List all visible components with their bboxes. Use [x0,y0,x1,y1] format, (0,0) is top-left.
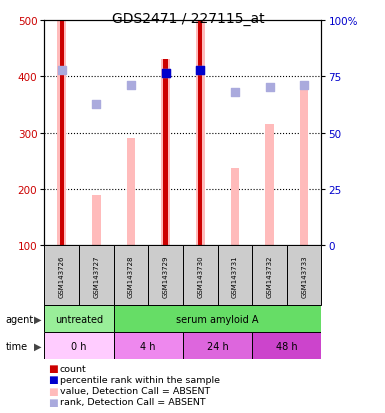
Text: agent: agent [6,314,34,324]
Text: ■: ■ [48,386,58,396]
FancyBboxPatch shape [148,246,183,306]
Point [301,82,307,89]
Bar [164,60,167,246]
FancyBboxPatch shape [79,246,114,306]
Text: time: time [6,341,28,351]
Bar [231,169,239,246]
Text: 24 h: 24 h [207,341,228,351]
Bar [265,125,274,246]
Point [162,71,169,77]
Bar [57,21,66,246]
Bar [161,60,170,246]
Text: GSM143728: GSM143728 [128,254,134,297]
Text: 0 h: 0 h [71,341,87,351]
Point [197,68,203,75]
Bar [60,21,64,246]
Text: ▶: ▶ [34,341,42,351]
Text: GSM143727: GSM143727 [93,254,99,297]
FancyBboxPatch shape [44,246,79,306]
Point [197,68,203,75]
Text: GSM143732: GSM143732 [266,254,273,297]
Point [232,89,238,96]
Text: count: count [60,364,86,373]
Text: 48 h: 48 h [276,341,298,351]
FancyBboxPatch shape [114,332,183,359]
FancyBboxPatch shape [44,306,114,332]
Text: GSM143733: GSM143733 [301,254,307,297]
Point [93,102,99,108]
Text: GSM143731: GSM143731 [232,254,238,297]
Text: GSM143730: GSM143730 [197,254,203,297]
FancyBboxPatch shape [114,306,321,332]
FancyBboxPatch shape [287,246,321,306]
Bar [196,21,204,246]
Text: ■: ■ [48,397,58,407]
FancyBboxPatch shape [44,332,114,359]
FancyBboxPatch shape [252,332,321,359]
Point [59,68,65,75]
FancyBboxPatch shape [114,246,148,306]
Bar [300,88,308,246]
Bar [198,21,202,246]
Bar [127,139,135,246]
Point [128,82,134,89]
Text: 4 h: 4 h [141,341,156,351]
FancyBboxPatch shape [183,246,218,306]
Bar [92,195,100,246]
Text: ■: ■ [48,375,58,385]
FancyBboxPatch shape [183,332,252,359]
Text: GSM143729: GSM143729 [162,254,169,297]
Text: percentile rank within the sample: percentile rank within the sample [60,375,220,384]
Point [266,85,273,92]
FancyBboxPatch shape [218,246,252,306]
Text: value, Detection Call = ABSENT: value, Detection Call = ABSENT [60,386,210,395]
Text: GSM143726: GSM143726 [59,254,65,297]
Point [162,71,169,77]
Text: GDS2471 / 227115_at: GDS2471 / 227115_at [112,12,265,26]
Text: rank, Detection Call = ABSENT: rank, Detection Call = ABSENT [60,397,205,406]
Text: ■: ■ [48,363,58,373]
Text: untreated: untreated [55,314,103,324]
FancyBboxPatch shape [252,246,287,306]
Text: ▶: ▶ [34,314,42,324]
Text: serum amyloid A: serum amyloid A [176,314,259,324]
